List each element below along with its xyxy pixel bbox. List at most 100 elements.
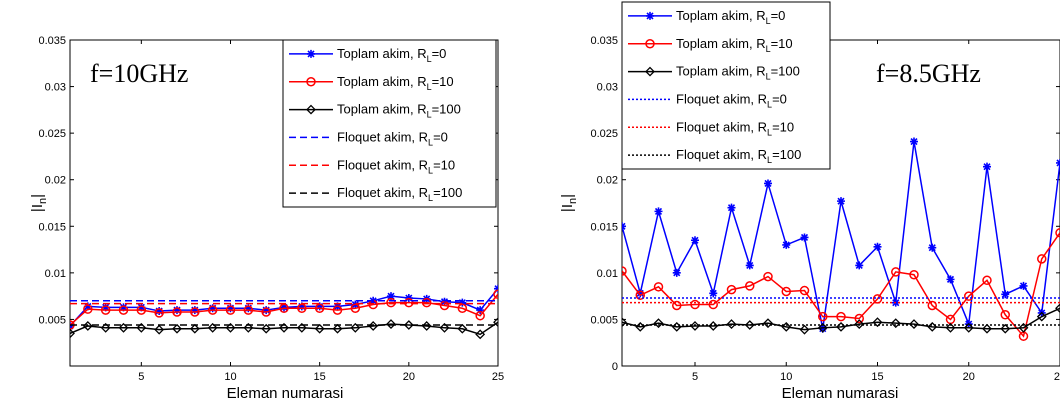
data-point-s2-24 xyxy=(1055,303,1060,314)
data-point-s0-2 xyxy=(101,303,110,312)
data-point-s1-13 xyxy=(854,313,864,324)
x-tick-label: 25 xyxy=(1054,371,1060,383)
data-point-s0-14 xyxy=(873,242,882,251)
data-point-s0-13 xyxy=(297,302,306,311)
legend-marker-0 xyxy=(646,11,654,20)
data-point-s2-20 xyxy=(982,323,992,334)
data-point-s1-7 xyxy=(745,281,755,291)
legend-label-2: Toplam akim, RL=100 xyxy=(337,102,461,120)
data-point-s0-21 xyxy=(1001,290,1010,299)
data-point-s1-7 xyxy=(190,307,200,317)
data-point-s0-1 xyxy=(636,289,645,298)
data-point-s0-9 xyxy=(226,304,235,313)
data-point-s0-11 xyxy=(262,306,271,315)
data-point-s0-9 xyxy=(782,240,791,249)
y-tick-label: 0.035 xyxy=(590,35,618,47)
data-point-s1-15 xyxy=(891,267,901,277)
x-tick-label: 10 xyxy=(780,371,792,383)
data-point-s0-22 xyxy=(458,298,467,307)
data-point-s1-0 xyxy=(622,266,627,276)
data-point-s0-14 xyxy=(315,302,324,311)
data-point-s1-14 xyxy=(872,294,883,304)
data-point-s1-6 xyxy=(172,307,182,317)
data-point-s2-7 xyxy=(189,323,200,334)
data-point-s2-15 xyxy=(332,323,343,334)
plot-area xyxy=(622,137,1060,341)
y-tick-label: 0.035 xyxy=(38,35,66,47)
x-tick-label: 10 xyxy=(224,371,236,383)
data-point-s2-2 xyxy=(100,322,111,333)
data-point-s2-10 xyxy=(799,324,810,335)
data-point-s0-12 xyxy=(837,197,845,206)
legend-marker-2 xyxy=(306,104,316,115)
data-point-s1-3 xyxy=(672,300,682,311)
y-tick-label: 0.015 xyxy=(590,221,618,233)
data-point-s2-4 xyxy=(136,322,147,333)
y-tick-label: 0.03 xyxy=(45,82,66,94)
data-point-s2-13 xyxy=(854,319,865,330)
data-point-s1-24 xyxy=(493,289,498,300)
y-tick-label: 0.02 xyxy=(45,175,66,187)
data-point-s1-9 xyxy=(225,305,236,315)
data-point-s0-18 xyxy=(387,292,395,301)
data-point-s0-13 xyxy=(855,261,864,270)
legend-marker-0 xyxy=(307,49,315,58)
data-point-s2-21 xyxy=(1000,323,1011,334)
legend-marker-1 xyxy=(645,39,655,49)
data-point-s2-23 xyxy=(475,329,486,340)
data-point-s0-7 xyxy=(745,261,754,270)
data-point-s2-15 xyxy=(890,318,901,329)
data-point-s2-23 xyxy=(1036,311,1047,322)
data-point-s2-6 xyxy=(726,319,737,330)
x-tick-label: 5 xyxy=(138,371,144,383)
data-point-s0-1 xyxy=(83,302,92,311)
data-point-s0-5 xyxy=(709,289,718,298)
data-point-s2-0 xyxy=(70,328,75,339)
data-point-s2-7 xyxy=(744,320,755,330)
data-point-s0-12 xyxy=(280,303,288,312)
data-point-s1-3 xyxy=(118,305,129,315)
data-point-s1-20 xyxy=(421,297,432,308)
data-point-s0-3 xyxy=(119,303,128,312)
frequency-annotation: f=8.5GHz xyxy=(876,59,981,88)
plot-area xyxy=(70,284,498,340)
data-point-s2-18 xyxy=(386,319,396,330)
data-point-s0-8 xyxy=(764,179,772,188)
data-point-s2-22 xyxy=(1018,322,1029,333)
chart-panel-8-5ghz: 5 10 15 20 25 0 0.005 0.01 0.015 0.02 0.025 0.03 0.0… xyxy=(559,1,1060,402)
data-point-s1-20 xyxy=(982,275,992,286)
data-point-s0-2 xyxy=(654,207,663,216)
x-tick-label: 15 xyxy=(871,371,883,383)
data-point-s2-24 xyxy=(493,317,498,328)
data-point-s0-4 xyxy=(691,236,699,245)
y-tick-label: 0.015 xyxy=(38,221,66,233)
data-point-s1-10 xyxy=(799,285,810,296)
legend-label-1: Toplam akim, RL=10 xyxy=(337,74,454,92)
data-point-s2-11 xyxy=(261,323,272,334)
data-point-s1-19 xyxy=(404,297,414,308)
data-point-s1-23 xyxy=(1037,254,1047,264)
data-point-s1-6 xyxy=(726,284,737,295)
data-point-s2-13 xyxy=(296,322,307,333)
frequency-annotation: f=10GHz xyxy=(90,59,188,88)
data-point-s2-8 xyxy=(207,322,218,333)
data-point-s1-15 xyxy=(332,305,343,315)
data-point-s1-11 xyxy=(261,307,271,317)
x-tick-label: 20 xyxy=(403,371,415,383)
data-point-s2-3 xyxy=(118,322,129,333)
x-axis-label: Eleman numarasi xyxy=(782,385,899,402)
data-point-s1-23 xyxy=(475,310,485,321)
data-point-s0-6 xyxy=(727,203,736,212)
x-tick-label: 20 xyxy=(963,371,975,383)
legend-label-0: Toplam akim, RL=0 xyxy=(676,8,785,26)
data-point-s0-10 xyxy=(800,233,809,242)
data-point-s0-23 xyxy=(476,306,485,315)
legend-label-3: Floquet akim, RL=0 xyxy=(337,129,448,147)
data-point-s1-2 xyxy=(653,282,664,292)
data-point-s1-19 xyxy=(964,291,974,301)
data-point-s2-6 xyxy=(172,323,182,334)
data-point-s1-8 xyxy=(763,271,773,282)
legend-label-4: Floquet akim, RL=10 xyxy=(337,157,455,175)
data-point-s1-14 xyxy=(314,303,325,314)
